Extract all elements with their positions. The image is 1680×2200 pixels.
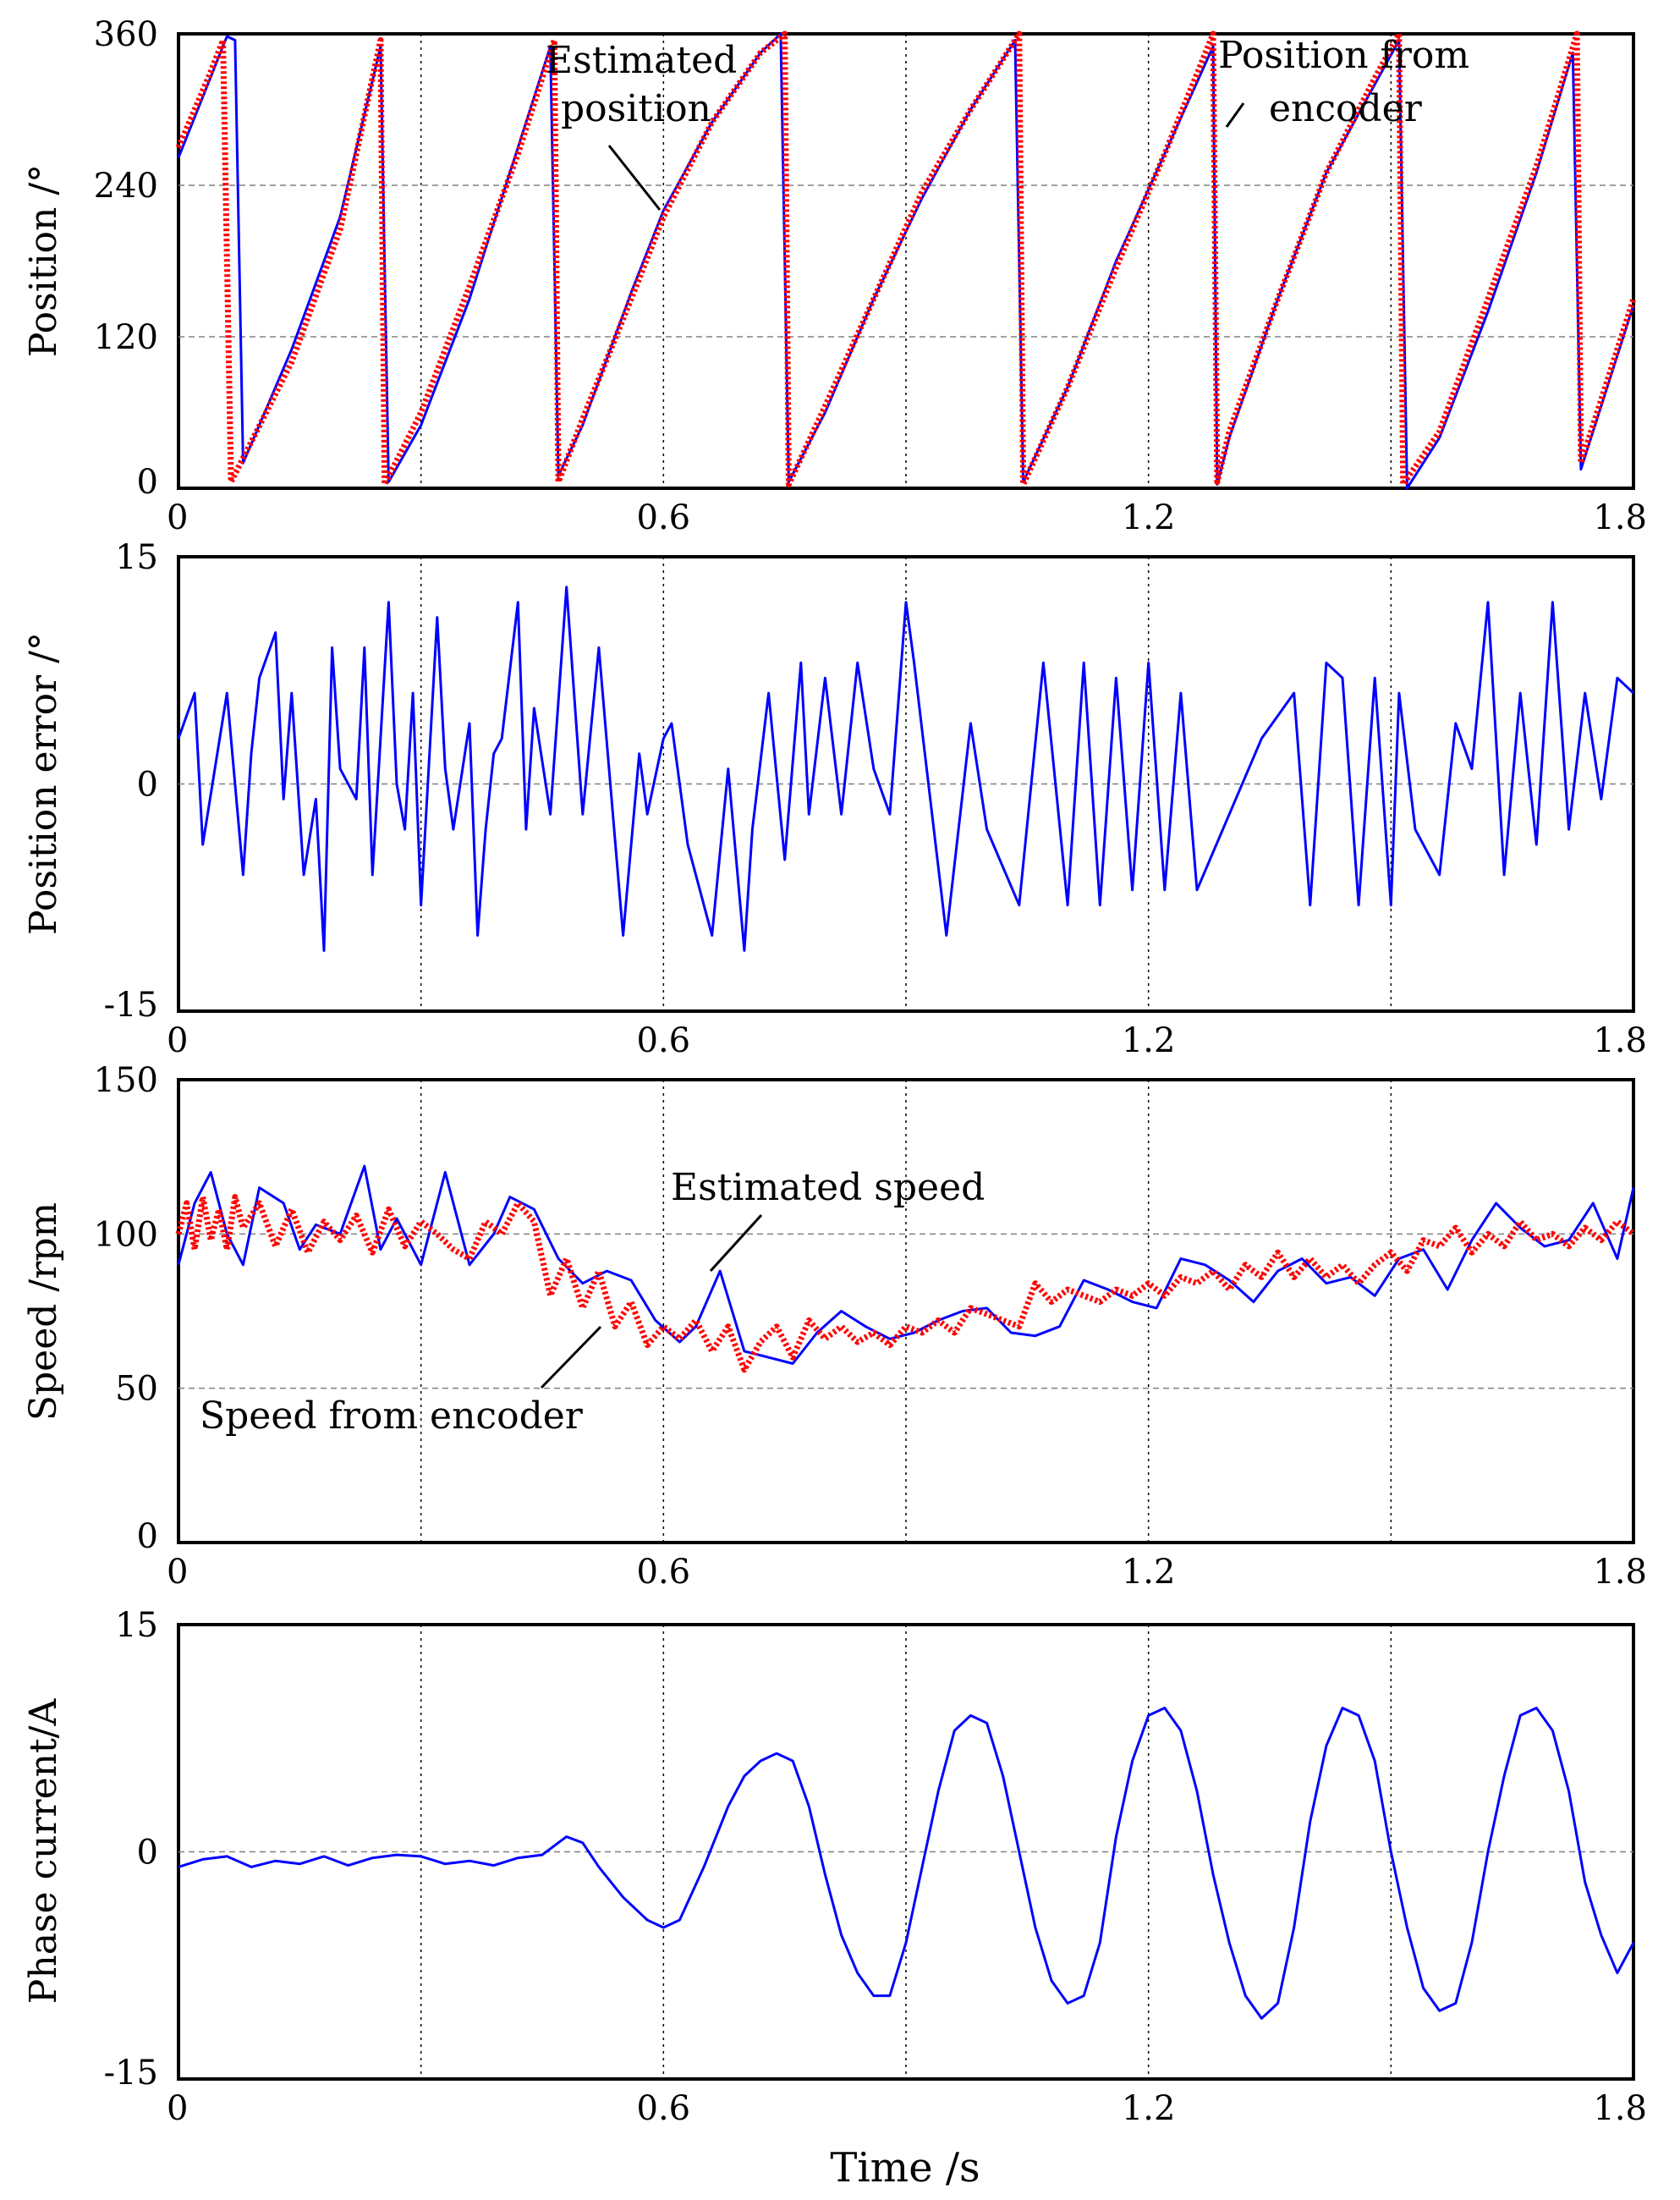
- x-tick-label: 1.2: [1122, 2089, 1176, 2128]
- y-tick-label: -15: [104, 986, 158, 1025]
- y-tick-label: 0: [137, 463, 158, 502]
- y-tick-label: 150: [94, 1061, 158, 1100]
- series-position-from-encoder-line: [175, 30, 1637, 487]
- annotation-estimated-position-line1: Estimated: [546, 39, 737, 82]
- y-tick-label: 240: [94, 167, 158, 206]
- axes-text: 0 0.6 1.2 1.8 0 120 240 360: [94, 15, 1647, 537]
- series-layer: [175, 30, 1637, 490]
- grid: [178, 34, 1633, 488]
- x-tick-label: 0.6: [637, 498, 691, 537]
- y-tick-label: 0: [137, 1834, 158, 1873]
- estimated-position-leader: [607, 145, 662, 211]
- y-tick-label: 50: [115, 1370, 158, 1409]
- x-tick-label: 1.8: [1593, 2089, 1647, 2128]
- y-axis-label: Position /°: [22, 164, 65, 357]
- y-tick-label: 100: [94, 1215, 158, 1254]
- x-tick-label: 0: [167, 1553, 188, 1592]
- annotation-encoder-position-line1: Position from: [1218, 34, 1469, 77]
- series-position-error-line: [177, 586, 1635, 952]
- annotation-estimated-speed: Estimated speed: [671, 1166, 985, 1209]
- series-layer: [175, 1164, 1636, 1373]
- x-tick-label: 1.2: [1122, 1553, 1176, 1592]
- x-tick-label: 0.6: [637, 1021, 691, 1060]
- position-panel: 0 0.6 1.2 1.8 0 120 240 360 Position /° Estimat…: [22, 15, 1647, 537]
- x-tick-label: 1.2: [1122, 1021, 1176, 1060]
- y-tick-label: 0: [137, 766, 158, 805]
- encoder-speed-leader: [540, 1325, 602, 1389]
- y-tick-label: -15: [104, 2054, 158, 2093]
- x-tick-label: 1.8: [1593, 1553, 1647, 1592]
- annotation-estimated-position-line2: position: [561, 87, 711, 130]
- annotation-speed-from-encoder: Speed from encoder: [200, 1394, 584, 1438]
- axes-text: 0 0.6 1.2 1.8 0 50 100 150: [94, 1061, 1647, 1592]
- series-estimated-speed-line: [177, 1164, 1635, 1365]
- grid: [178, 1080, 1633, 1543]
- y-axis-label: Position error /°: [22, 632, 65, 935]
- y-tick-label: 15: [115, 538, 158, 577]
- series-layer: [177, 586, 1635, 952]
- x-axis-label: Time /s: [830, 2144, 980, 2192]
- x-tick-label: 1.8: [1593, 498, 1647, 537]
- x-tick-label: 0: [167, 1021, 188, 1060]
- annotation-encoder-position-line2: encoder: [1269, 87, 1423, 130]
- speed-panel: 0 0.6 1.2 1.8 0 50 100 150 Speed /rpm Estimated…: [22, 1061, 1647, 1592]
- y-tick-label: 120: [94, 318, 158, 357]
- grid: [178, 557, 1633, 1011]
- series-layer: [178, 1707, 1635, 2020]
- estimated-speed-leader: [709, 1213, 763, 1273]
- x-tick-label: 1.2: [1122, 498, 1176, 537]
- y-tick-label: 15: [115, 1606, 158, 1645]
- y-axis-label: Phase current/A: [22, 1698, 65, 2005]
- y-tick-label: 0: [137, 1517, 158, 1556]
- x-tick-label: 0: [167, 2089, 188, 2128]
- x-tick-label: 0.6: [637, 2089, 691, 2128]
- series-phase-current-line: [178, 1707, 1635, 2020]
- y-tick-label: 360: [94, 15, 158, 54]
- x-tick-label: 1.8: [1593, 1021, 1647, 1060]
- series-speed-from-encoder-line: [175, 1194, 1636, 1373]
- encoder-position-leader: [1225, 102, 1245, 128]
- y-axis-label: Speed /rpm: [22, 1202, 65, 1421]
- x-tick-label: 0.6: [637, 1553, 691, 1592]
- x-tick-label: 0: [167, 498, 188, 537]
